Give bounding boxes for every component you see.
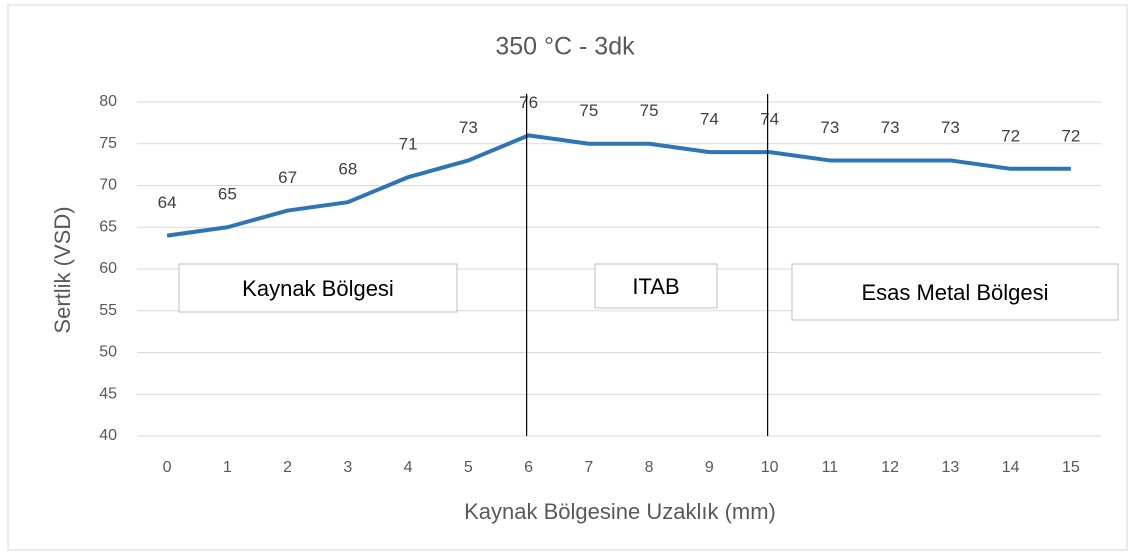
x-tick-label: 6 <box>524 459 533 476</box>
annotation-box <box>594 263 718 309</box>
x-tick-label: 13 <box>941 459 959 476</box>
data-label: 68 <box>338 160 357 179</box>
annotation-box <box>178 263 458 313</box>
data-label: 75 <box>640 101 659 120</box>
data-label: 73 <box>459 118 478 137</box>
data-label: 75 <box>579 101 598 120</box>
data-label: 74 <box>760 110 779 129</box>
y-tick-label: 75 <box>99 135 117 152</box>
x-axis-title: Kaynak Bölgesine Uzaklık (mm) <box>464 499 776 524</box>
annotation: Kaynak Bölgesi <box>242 276 394 301</box>
chart-title: 350 °C - 3dk <box>495 33 635 61</box>
y-axis-title: Sertlik (VSD) <box>50 206 75 333</box>
data-label: 67 <box>278 168 297 187</box>
y-tick-label: 65 <box>99 218 117 235</box>
x-tick-label: 4 <box>404 459 413 476</box>
x-tick-label: 3 <box>343 459 352 476</box>
x-tick-label: 5 <box>464 459 473 476</box>
data-label: 65 <box>218 185 237 204</box>
x-tick-label: 2 <box>283 459 292 476</box>
x-tick-label: 15 <box>1062 459 1080 476</box>
y-tick-label: 55 <box>99 302 117 319</box>
x-tick-label: 1 <box>223 459 232 476</box>
y-tick-label: 50 <box>99 344 117 361</box>
x-tick-label: 14 <box>1002 459 1020 476</box>
y-tick-label: 80 <box>99 93 117 110</box>
x-tick-label: 11 <box>822 459 839 476</box>
data-label: 72 <box>1061 126 1080 145</box>
y-tick-label: 40 <box>99 427 117 444</box>
x-tick-label: 12 <box>881 459 899 476</box>
x-tick-label: 9 <box>705 459 714 476</box>
data-label: 74 <box>700 110 719 129</box>
data-label: 73 <box>881 118 900 137</box>
annotation-box <box>791 263 1119 321</box>
y-tick-label: 70 <box>99 177 117 194</box>
data-label: 72 <box>1001 126 1020 145</box>
data-label: 76 <box>519 93 538 112</box>
annotation: ITAB <box>632 274 679 299</box>
data-label: 73 <box>941 118 960 137</box>
data-label: 71 <box>399 135 418 154</box>
x-tick-label: 7 <box>584 459 593 476</box>
data-label: 64 <box>158 193 177 212</box>
y-tick-label: 60 <box>99 260 117 277</box>
y-tick-label: 45 <box>99 385 117 402</box>
data-line <box>166 133 1071 238</box>
data-label: 73 <box>820 118 839 137</box>
x-tick-label: 10 <box>761 459 779 476</box>
x-tick-label: 8 <box>645 459 654 476</box>
x-tick-label: 0 <box>163 459 172 476</box>
annotation: Esas Metal Bölgesi <box>861 280 1048 305</box>
